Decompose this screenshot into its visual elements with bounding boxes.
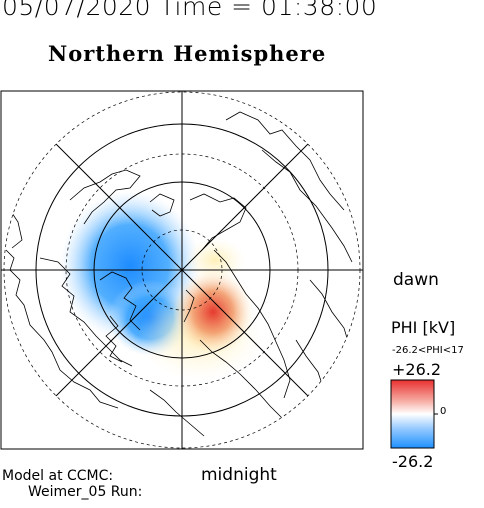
polar-map-plot bbox=[0, 90, 364, 450]
dawn-label: dawn bbox=[393, 270, 439, 290]
meridian-lines bbox=[1, 91, 363, 449]
midnight-label: midnight bbox=[201, 465, 277, 485]
run-label: Weimer_05 Run: bbox=[28, 484, 143, 500]
colorbar-range-text: -26.2<PHI<17 bbox=[392, 345, 464, 356]
polar-map-svg bbox=[0, 90, 364, 450]
colorbar bbox=[366, 318, 484, 478]
colorbar-svg bbox=[390, 379, 438, 449]
colorbar-min-label: -26.2 bbox=[392, 452, 434, 471]
hemisphere-title: Northern Hemisphere bbox=[48, 41, 327, 66]
colorbar-zero-label: 0 bbox=[440, 406, 447, 417]
plot-frame bbox=[0, 90, 364, 450]
colorbar-gradient bbox=[390, 379, 435, 449]
potential-pattern bbox=[60, 191, 262, 380]
model-label: Model at CCMC: bbox=[2, 468, 114, 484]
colorbar-title: PHI [kV] bbox=[391, 318, 456, 337]
date-time-header: 05/07/2020 Time = 01:38:00 bbox=[2, 0, 378, 21]
colorbar-max-label: +26.2 bbox=[392, 360, 442, 379]
